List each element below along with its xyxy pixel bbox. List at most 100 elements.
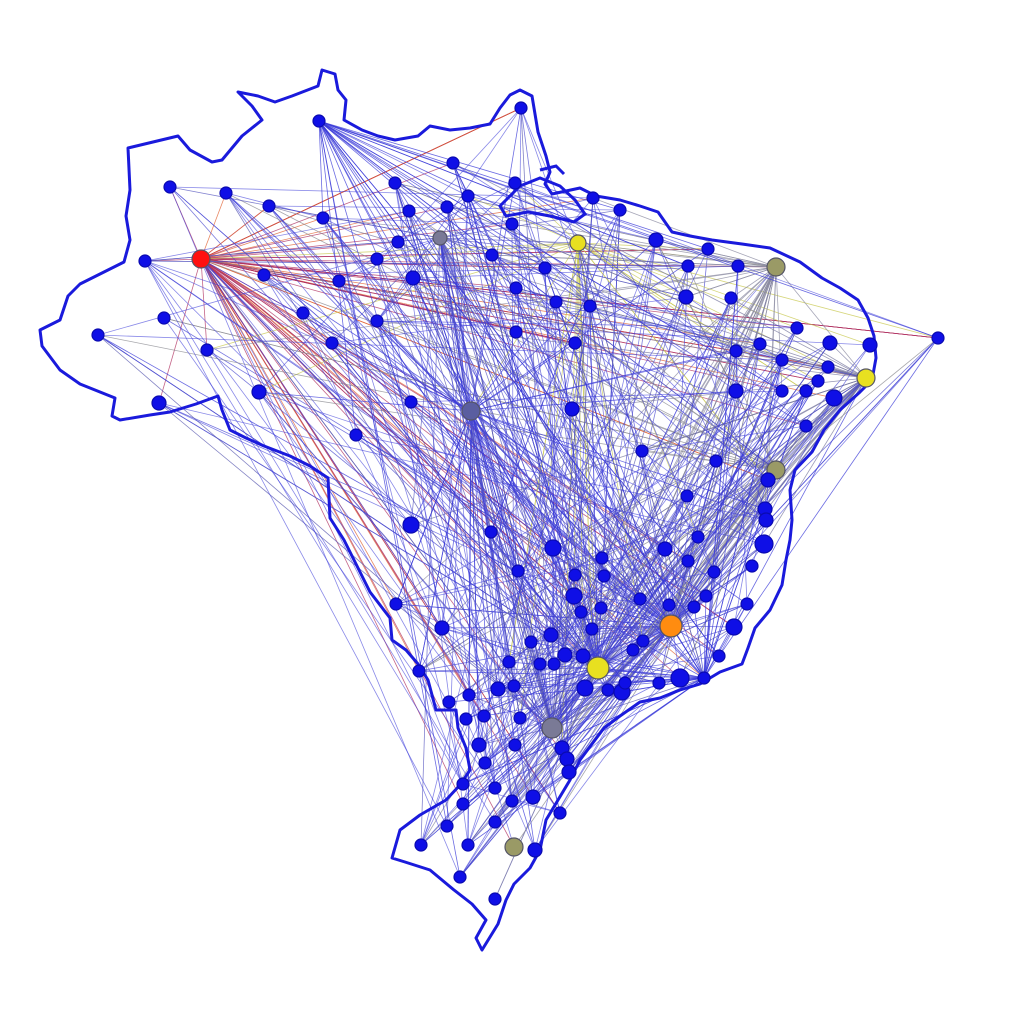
- network-node: [490, 681, 506, 697]
- network-edge: [597, 209, 621, 669]
- network-edge: [376, 320, 798, 329]
- network-node: [691, 530, 705, 544]
- network-node: [862, 337, 878, 353]
- network-edge: [200, 210, 410, 260]
- network-edge: [439, 237, 767, 521]
- network-edge: [206, 242, 579, 351]
- network-edge: [685, 266, 777, 298]
- network-edge: [686, 266, 777, 497]
- network-edge: [494, 727, 553, 823]
- network-edge: [338, 237, 441, 282]
- network-edge: [515, 197, 594, 289]
- network-node: [461, 838, 475, 852]
- network-edge: [470, 410, 480, 746]
- network-edge: [418, 342, 831, 672]
- network-edge: [452, 162, 867, 379]
- network-node: [618, 676, 632, 690]
- network-node: [561, 764, 577, 780]
- network-edge: [318, 120, 689, 267]
- network-edge: [410, 410, 472, 526]
- network-edge: [258, 391, 699, 538]
- network-node: [652, 676, 666, 690]
- network-edge: [355, 434, 641, 600]
- network-edge: [439, 195, 469, 239]
- network-edge: [446, 195, 469, 827]
- network-edge: [470, 301, 557, 412]
- network-edge: [624, 548, 666, 684]
- network-edge: [144, 260, 605, 577]
- network-edge: [765, 397, 835, 521]
- network-edge: [534, 575, 605, 851]
- network-edge: [441, 195, 469, 629]
- network-node: [434, 620, 450, 636]
- network-edge: [705, 337, 939, 597]
- network-edge: [577, 242, 829, 368]
- network-edge: [97, 237, 441, 336]
- network-node: [740, 597, 754, 611]
- network-node: [753, 337, 767, 351]
- network-node: [648, 232, 664, 248]
- network-hub-node: [432, 230, 448, 246]
- network-node: [456, 777, 470, 791]
- network-edge: [597, 377, 867, 669]
- network-edge: [420, 239, 657, 846]
- country-outline: [38, 68, 878, 952]
- network-edge: [376, 320, 672, 627]
- network-edge: [412, 277, 605, 577]
- network-edge: [589, 305, 634, 651]
- network-edge: [511, 223, 515, 687]
- network-node: [257, 268, 271, 282]
- network-edge: [200, 258, 464, 805]
- network-edge: [376, 277, 414, 322]
- network-edge: [715, 366, 829, 462]
- network-edge: [470, 410, 555, 665]
- network-node: [488, 815, 502, 829]
- network-node: [446, 156, 460, 170]
- network-node: [316, 211, 330, 225]
- network-node: [565, 587, 583, 605]
- network-edge: [318, 120, 579, 244]
- network-node: [533, 657, 547, 671]
- network-edge: [515, 287, 867, 379]
- network-edge: [632, 266, 777, 651]
- network-edge: [395, 548, 666, 605]
- network-node: [825, 389, 843, 407]
- network-edge: [470, 239, 657, 412]
- network-edge: [318, 120, 807, 427]
- network-node: [502, 655, 516, 669]
- network-node: [404, 395, 418, 409]
- network-edge: [513, 342, 576, 687]
- coast-detail: [498, 164, 588, 224]
- network-edge: [200, 258, 443, 629]
- network-node: [687, 600, 701, 614]
- network-node: [151, 395, 167, 411]
- network-node: [728, 383, 744, 399]
- network-edge: [470, 350, 737, 412]
- network-edge: [511, 223, 769, 481]
- network-edge: [302, 312, 536, 851]
- network-node: [370, 314, 384, 328]
- network-node: [440, 200, 454, 214]
- network-node: [219, 186, 233, 200]
- network-node: [680, 489, 694, 503]
- network-edge: [470, 390, 737, 412]
- network-edge: [775, 397, 835, 471]
- network-node: [453, 870, 467, 884]
- network-edge: [318, 120, 461, 878]
- network-edge: [514, 297, 732, 746]
- network-edge: [144, 260, 412, 526]
- network-node: [626, 643, 640, 657]
- network-edge: [200, 258, 634, 651]
- network-edge: [318, 120, 517, 289]
- network-edge: [459, 327, 798, 878]
- network-edge: [462, 677, 705, 805]
- network-edge: [603, 575, 660, 684]
- network-node: [514, 101, 528, 115]
- network-edge: [200, 258, 412, 526]
- network-node: [402, 516, 420, 534]
- network-edge: [470, 410, 767, 521]
- network-node: [471, 737, 487, 753]
- network-node: [524, 635, 538, 649]
- network-edge: [395, 603, 553, 729]
- network-node: [574, 605, 588, 619]
